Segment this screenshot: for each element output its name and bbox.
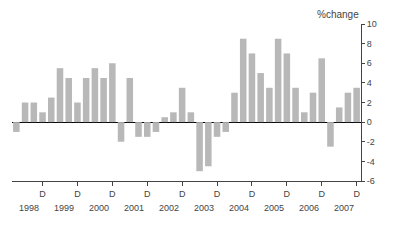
svg-text:D: D xyxy=(109,189,116,199)
svg-text:D: D xyxy=(179,189,186,199)
svg-text:2002: 2002 xyxy=(159,203,179,213)
svg-text:2003: 2003 xyxy=(194,203,214,213)
svg-text:-4: -4 xyxy=(367,157,375,167)
svg-text:D: D xyxy=(284,189,291,199)
svg-text:2004: 2004 xyxy=(229,203,249,213)
svg-text:8: 8 xyxy=(367,39,372,49)
svg-text:4: 4 xyxy=(367,78,372,88)
svg-text:-2: -2 xyxy=(367,137,375,147)
svg-text:2006: 2006 xyxy=(299,203,319,213)
svg-text:6: 6 xyxy=(367,58,372,68)
svg-text:2: 2 xyxy=(367,98,372,108)
svg-text:D: D xyxy=(144,189,151,199)
svg-text:2007: 2007 xyxy=(334,203,354,213)
svg-text:2000: 2000 xyxy=(89,203,109,213)
svg-text:2001: 2001 xyxy=(124,203,144,213)
svg-text:10: 10 xyxy=(367,19,377,29)
svg-text:0: 0 xyxy=(367,117,372,127)
svg-text:D: D xyxy=(214,189,221,199)
svg-text:D: D xyxy=(353,189,360,199)
svg-text:1998: 1998 xyxy=(19,203,39,213)
svg-text:D: D xyxy=(318,189,325,199)
svg-text:D: D xyxy=(39,189,46,199)
svg-text:%change: %change xyxy=(317,9,359,20)
svg-text:D: D xyxy=(74,189,81,199)
svg-text:-6: -6 xyxy=(367,176,375,186)
svg-text:D: D xyxy=(249,189,256,199)
svg-text:2005: 2005 xyxy=(264,203,284,213)
svg-text:1999: 1999 xyxy=(54,203,74,213)
